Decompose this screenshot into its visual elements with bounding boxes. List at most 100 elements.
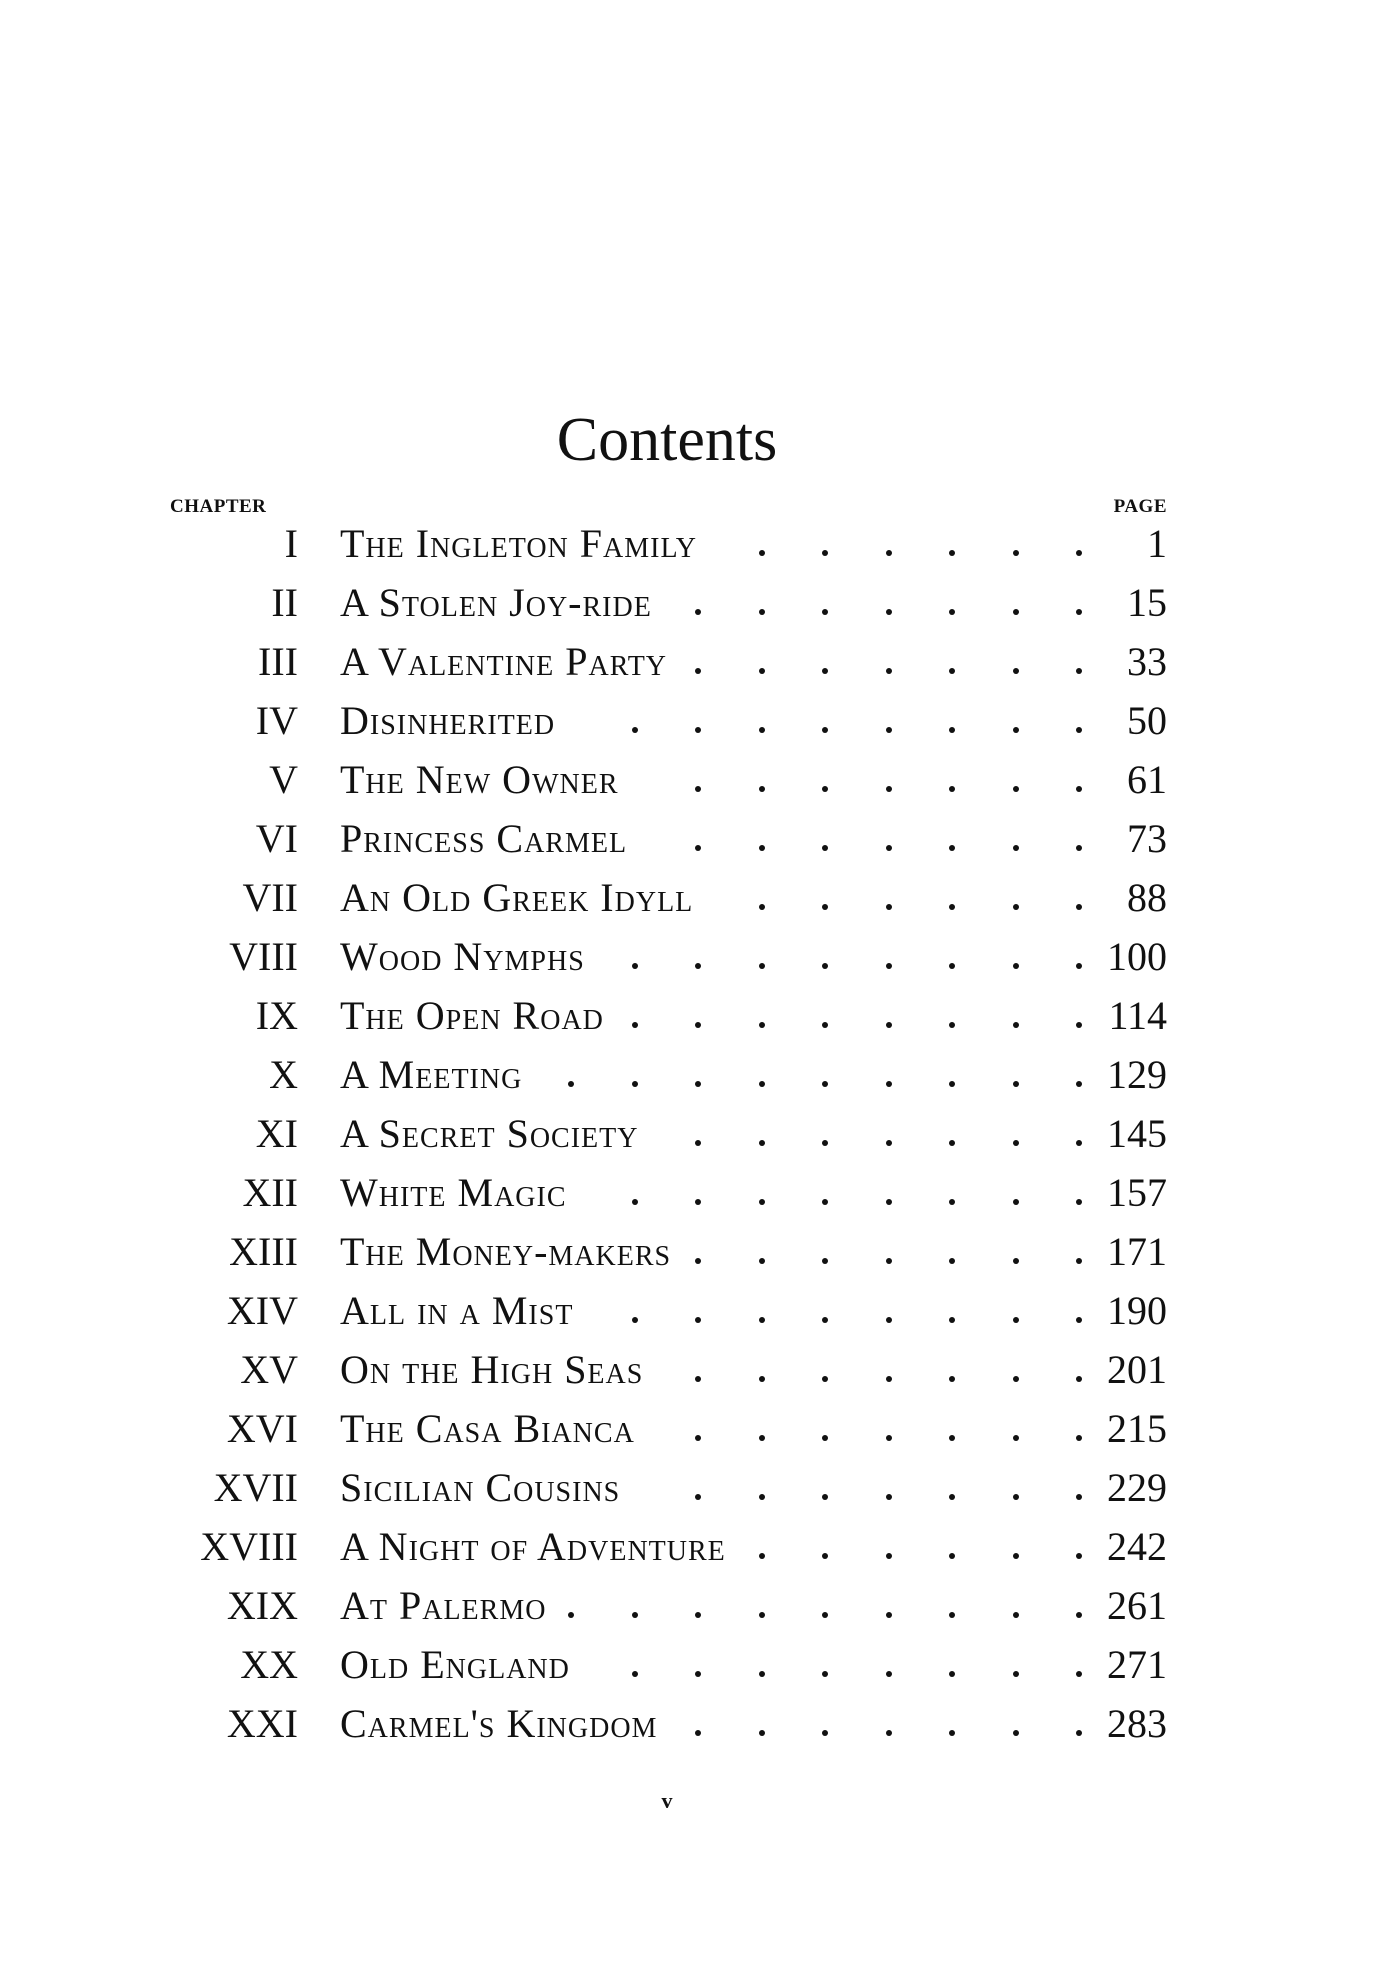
contents-entry: VII An Old Greek Idyll 88 bbox=[0, 868, 1384, 927]
chapter-number: XVIII bbox=[200, 1524, 298, 1569]
chapter-title: The Money-makers bbox=[340, 1229, 672, 1274]
leader-dot bbox=[1076, 1671, 1082, 1677]
leader-dot bbox=[568, 1081, 574, 1087]
leader-dot bbox=[949, 609, 955, 615]
leader-dot bbox=[695, 1022, 701, 1028]
chapter-title: Wood Nymphs bbox=[340, 934, 585, 979]
contents-entry: XX Old England 271 bbox=[0, 1635, 1384, 1694]
chapter-title: The Ingleton Family bbox=[340, 521, 697, 566]
leader-dot bbox=[822, 1435, 828, 1441]
leader-dot bbox=[949, 1199, 955, 1205]
leader-dot bbox=[758, 1317, 765, 1323]
leader-dot bbox=[822, 904, 828, 910]
leader-dot bbox=[695, 1494, 701, 1500]
leader-dot bbox=[885, 1376, 892, 1382]
leader-dot bbox=[758, 1140, 765, 1146]
leader-dot bbox=[1076, 1435, 1082, 1441]
chapter-page: 114 bbox=[1108, 993, 1167, 1038]
leader-dot bbox=[568, 1612, 574, 1618]
leader-dot bbox=[631, 1317, 638, 1323]
contents-entry: IX The Open Road 114 bbox=[0, 986, 1384, 1045]
leader-dot bbox=[1012, 1317, 1019, 1323]
leader-dot bbox=[1076, 1494, 1082, 1500]
chapter-title: Carmel's Kingdom bbox=[340, 1701, 658, 1746]
leader-dot bbox=[822, 727, 828, 733]
chapter-number: XIII bbox=[229, 1229, 298, 1274]
chapter-number: VII bbox=[242, 875, 298, 920]
leader-dot bbox=[695, 1376, 701, 1382]
leader-dot bbox=[1012, 1553, 1019, 1559]
leader-dot bbox=[631, 1199, 638, 1205]
chapter-page: 271 bbox=[1107, 1642, 1167, 1687]
leader-dot bbox=[949, 1081, 955, 1087]
chapter-title: A Night of Adventure bbox=[340, 1524, 726, 1569]
leader-dot bbox=[822, 845, 828, 851]
chapter-title: The Casa Bianca bbox=[340, 1406, 635, 1451]
leader-dot bbox=[822, 963, 828, 969]
chapter-title: A Secret Society bbox=[340, 1111, 639, 1156]
leader-dot bbox=[949, 1258, 955, 1264]
leader-dot bbox=[758, 1494, 765, 1500]
leader-dot bbox=[1076, 1081, 1082, 1087]
leader-dot bbox=[695, 1671, 701, 1677]
leader-dot bbox=[822, 1553, 828, 1559]
contents-entry: XIX At Palermo 261 bbox=[0, 1576, 1384, 1635]
chapter-title: The New Owner bbox=[340, 757, 619, 802]
leader-dot bbox=[695, 1258, 701, 1264]
leader-dot bbox=[949, 1730, 955, 1736]
contents-entry: XIV All in a Mist 190 bbox=[0, 1281, 1384, 1340]
contents-entry: III A Valentine Party 33 bbox=[0, 632, 1384, 691]
page-number-footer: v bbox=[661, 1788, 673, 1813]
leader-dot bbox=[758, 786, 765, 792]
leader-dot bbox=[1076, 668, 1082, 674]
chapter-number: XXI bbox=[226, 1701, 298, 1746]
leader-dot bbox=[949, 727, 955, 733]
chapter-number: XII bbox=[242, 1170, 298, 1215]
chapter-title: On the High Seas bbox=[340, 1347, 644, 1392]
leader-dot bbox=[695, 1317, 701, 1323]
contents-entry: II A Stolen Joy-ride 15 bbox=[0, 573, 1384, 632]
leader-dot bbox=[949, 845, 955, 851]
chapter-page: 145 bbox=[1107, 1111, 1167, 1156]
leader-dot bbox=[695, 1140, 701, 1146]
leader-dot bbox=[758, 609, 765, 615]
leader-dot bbox=[822, 1258, 828, 1264]
leader-dot bbox=[1076, 1199, 1082, 1205]
leader-dot bbox=[949, 1435, 955, 1441]
chapter-title: Old England bbox=[340, 1642, 570, 1687]
leader-dot bbox=[758, 1730, 765, 1736]
leader-dot bbox=[695, 1730, 701, 1736]
chapter-title: The Open Road bbox=[340, 993, 604, 1038]
leader-dot bbox=[885, 1199, 892, 1205]
leader-dot bbox=[695, 963, 701, 969]
chapter-number: XVII bbox=[213, 1465, 298, 1510]
leader-dot bbox=[758, 1258, 765, 1264]
leader-dot bbox=[949, 1671, 955, 1677]
leader-dot bbox=[1012, 1258, 1019, 1264]
chapter-title: White Magic bbox=[340, 1170, 567, 1215]
chapter-number: I bbox=[284, 521, 298, 566]
leader-dot bbox=[822, 786, 828, 792]
leader-dot bbox=[695, 1199, 701, 1205]
leader-dot bbox=[758, 1553, 765, 1559]
contents-entry: V The New Owner 61 bbox=[0, 750, 1384, 809]
chapter-page: 129 bbox=[1107, 1052, 1167, 1097]
contents-entry: XVIII A Night of Adventure 242 bbox=[0, 1517, 1384, 1576]
leader-dot bbox=[695, 1612, 701, 1618]
chapter-page: 88 bbox=[1127, 875, 1167, 920]
contents-entry: X A Meeting 129 bbox=[0, 1045, 1384, 1104]
chapter-page: 100 bbox=[1107, 934, 1167, 979]
leader-dot bbox=[822, 1671, 828, 1677]
chapter-title: Sicilian Cousins bbox=[340, 1465, 621, 1510]
leader-dot bbox=[822, 550, 828, 556]
leader-dot bbox=[822, 1317, 828, 1323]
leader-dot bbox=[885, 963, 892, 969]
chapter-number: IV bbox=[255, 698, 298, 743]
leader-dot bbox=[949, 1140, 955, 1146]
chapter-title: All in a Mist bbox=[340, 1288, 574, 1333]
leader-dot bbox=[1012, 1199, 1019, 1205]
leader-dot bbox=[631, 1671, 638, 1677]
leader-dot bbox=[949, 904, 955, 910]
chapter-page: 73 bbox=[1127, 816, 1167, 861]
leader-dot bbox=[885, 1612, 892, 1618]
